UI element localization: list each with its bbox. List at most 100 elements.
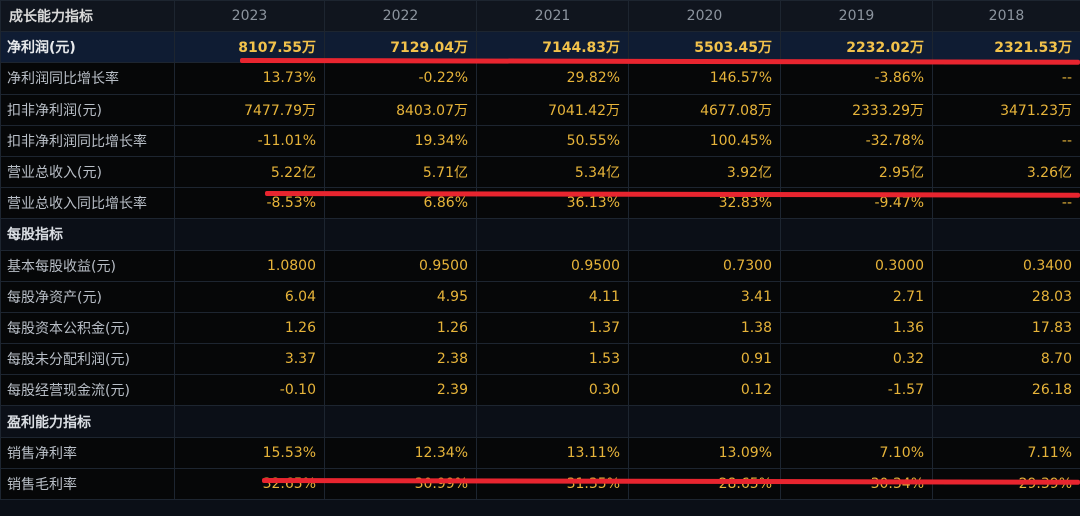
value-cell [476, 405, 629, 438]
value-cell: 0.9500 [476, 249, 629, 282]
year-header[interactable]: 2019 [780, 0, 933, 33]
value-cell: 7477.79万 [174, 93, 325, 126]
value-cell: 6.04 [174, 280, 325, 313]
value-cell: 3.92亿 [628, 155, 781, 189]
value-cell: 3.41 [628, 280, 781, 313]
year-header[interactable]: 2023 [174, 0, 325, 33]
value-cell: 0.3000 [780, 249, 933, 282]
table-row[interactable]: 每股资本公积金(元) 1.26 1.26 1.37 1.38 1.36 17.83 [0, 311, 1080, 345]
value-cell: -3.86% [780, 62, 933, 95]
value-cell: 29.82% [476, 62, 629, 95]
value-cell: 2.95亿 [780, 155, 933, 189]
section-title: 盈利能力指标 [0, 405, 175, 438]
value-cell [324, 405, 477, 438]
value-cell: 13.11% [476, 436, 629, 469]
value-cell: 50.55% [476, 124, 629, 157]
section-row[interactable]: 盈利能力指标 [0, 405, 1080, 438]
value-cell: 0.32 [780, 343, 933, 376]
value-cell: -9.47% [780, 187, 933, 220]
row-label: 每股经营现金流(元) [0, 374, 175, 407]
value-cell: 8403.07万 [324, 93, 477, 126]
row-label: 销售毛利率 [0, 467, 175, 501]
value-cell [932, 405, 1080, 438]
row-label: 营业总收入同比增长率 [0, 187, 175, 220]
table-row[interactable]: 每股经营现金流(元) -0.10 2.39 0.30 0.12 -1.57 26.18 [0, 374, 1080, 407]
value-cell: 12.34% [324, 436, 477, 469]
table-row[interactable]: 每股未分配利润(元) 3.37 2.38 1.53 0.91 0.32 8.70 [0, 343, 1080, 376]
value-cell: 1.36 [780, 311, 933, 345]
value-cell: 2.71 [780, 280, 933, 313]
row-label: 销售净利率 [0, 436, 175, 469]
value-cell: -32.78% [780, 124, 933, 157]
row-label: 每股资本公积金(元) [0, 311, 175, 345]
value-cell: 1.26 [174, 311, 325, 345]
value-cell: -0.10 [174, 374, 325, 407]
table-row[interactable]: 营业总收入(元) 5.22亿 5.71亿 5.34亿 3.92亿 2.95亿 3.26亿 [0, 155, 1080, 189]
value-cell: 0.30 [476, 374, 629, 407]
value-cell: 4677.08万 [628, 93, 781, 126]
value-cell: 0.9500 [324, 249, 477, 282]
value-cell: 13.73% [174, 62, 325, 95]
table-row[interactable]: 扣非净利润同比增长率 -11.01% 19.34% 50.55% 100.45% -32.… [0, 124, 1080, 157]
value-cell: 0.7300 [628, 249, 781, 282]
indicator-table: 成长能力指标 2023 2022 2021 2020 2019 2018 净利润… [0, 0, 1080, 501]
row-label: 每股未分配利润(元) [0, 343, 175, 376]
value-cell: 100.45% [628, 124, 781, 157]
row-label: 每股净资产(元) [0, 280, 175, 313]
table-row[interactable]: 每股净资产(元) 6.04 4.95 4.11 3.41 2.71 28.03 [0, 280, 1080, 313]
row-label: 净利润同比增长率 [0, 62, 175, 95]
value-cell: 2.39 [324, 374, 477, 407]
row-label: 净利润(元) [0, 31, 175, 64]
value-cell: 1.0800 [174, 249, 325, 282]
value-cell: 28.03 [932, 280, 1080, 313]
value-cell: 19.34% [324, 124, 477, 157]
value-cell: -- [932, 124, 1080, 157]
value-cell: 26.18 [932, 374, 1080, 407]
value-cell: 30.99% [324, 467, 477, 501]
row-label: 营业总收入(元) [0, 155, 175, 189]
table-row[interactable]: 基本每股收益(元) 1.0800 0.9500 0.9500 0.7300 0.3000 0… [0, 249, 1080, 282]
value-cell: 7.11% [932, 436, 1080, 469]
value-cell: 17.83 [932, 311, 1080, 345]
table-row[interactable]: 净利润(元) 8107.55万 7129.04万 7144.83万 5503.45万 22… [0, 31, 1080, 64]
value-cell: 15.53% [174, 436, 325, 469]
table-row[interactable]: 销售净利率 15.53% 12.34% 13.11% 13.09% 7.10% 7.11% [0, 436, 1080, 469]
year-header[interactable]: 2018 [932, 0, 1080, 33]
row-label: 扣非净利润同比增长率 [0, 124, 175, 157]
table-row[interactable]: 扣非净利润(元) 7477.79万 8403.07万 7041.42万 4677.08万… [0, 93, 1080, 126]
row-label: 基本每股收益(元) [0, 249, 175, 282]
value-cell: 5.71亿 [324, 155, 477, 189]
value-cell: 0.91 [628, 343, 781, 376]
row-label: 扣非净利润(元) [0, 93, 175, 126]
year-header[interactable]: 2022 [324, 0, 477, 33]
value-cell: 4.95 [324, 280, 477, 313]
table-body: 净利润(元) 8107.55万 7129.04万 7144.83万 5503.45万 22… [0, 31, 1080, 501]
value-cell: 5.22亿 [174, 155, 325, 189]
value-cell [932, 218, 1080, 251]
value-cell [780, 405, 933, 438]
value-cell: 5.34亿 [476, 155, 629, 189]
value-cell: 13.09% [628, 436, 781, 469]
year-header[interactable]: 2020 [628, 0, 781, 33]
value-cell: 2232.02万 [780, 31, 933, 64]
section-title: 每股指标 [0, 218, 175, 251]
table-row[interactable]: 净利润同比增长率 13.73% -0.22% 29.82% 146.57% -3.86% -… [0, 62, 1080, 95]
value-cell: 2.38 [324, 343, 477, 376]
header-row: 成长能力指标 2023 2022 2021 2020 2019 2018 [0, 0, 1080, 33]
value-cell: 32.65% [174, 467, 325, 501]
value-cell: 8.70 [932, 343, 1080, 376]
value-cell: 4.11 [476, 280, 629, 313]
value-cell: -11.01% [174, 124, 325, 157]
year-header[interactable]: 2021 [476, 0, 629, 33]
value-cell: 146.57% [628, 62, 781, 95]
value-cell: -0.22% [324, 62, 477, 95]
value-cell: 3471.23万 [932, 93, 1080, 126]
value-cell: 1.53 [476, 343, 629, 376]
value-cell [174, 405, 325, 438]
value-cell: -- [932, 62, 1080, 95]
corner-label: 成长能力指标 [0, 0, 175, 33]
section-row[interactable]: 每股指标 [0, 218, 1080, 251]
value-cell: 1.26 [324, 311, 477, 345]
value-cell: 1.37 [476, 311, 629, 345]
